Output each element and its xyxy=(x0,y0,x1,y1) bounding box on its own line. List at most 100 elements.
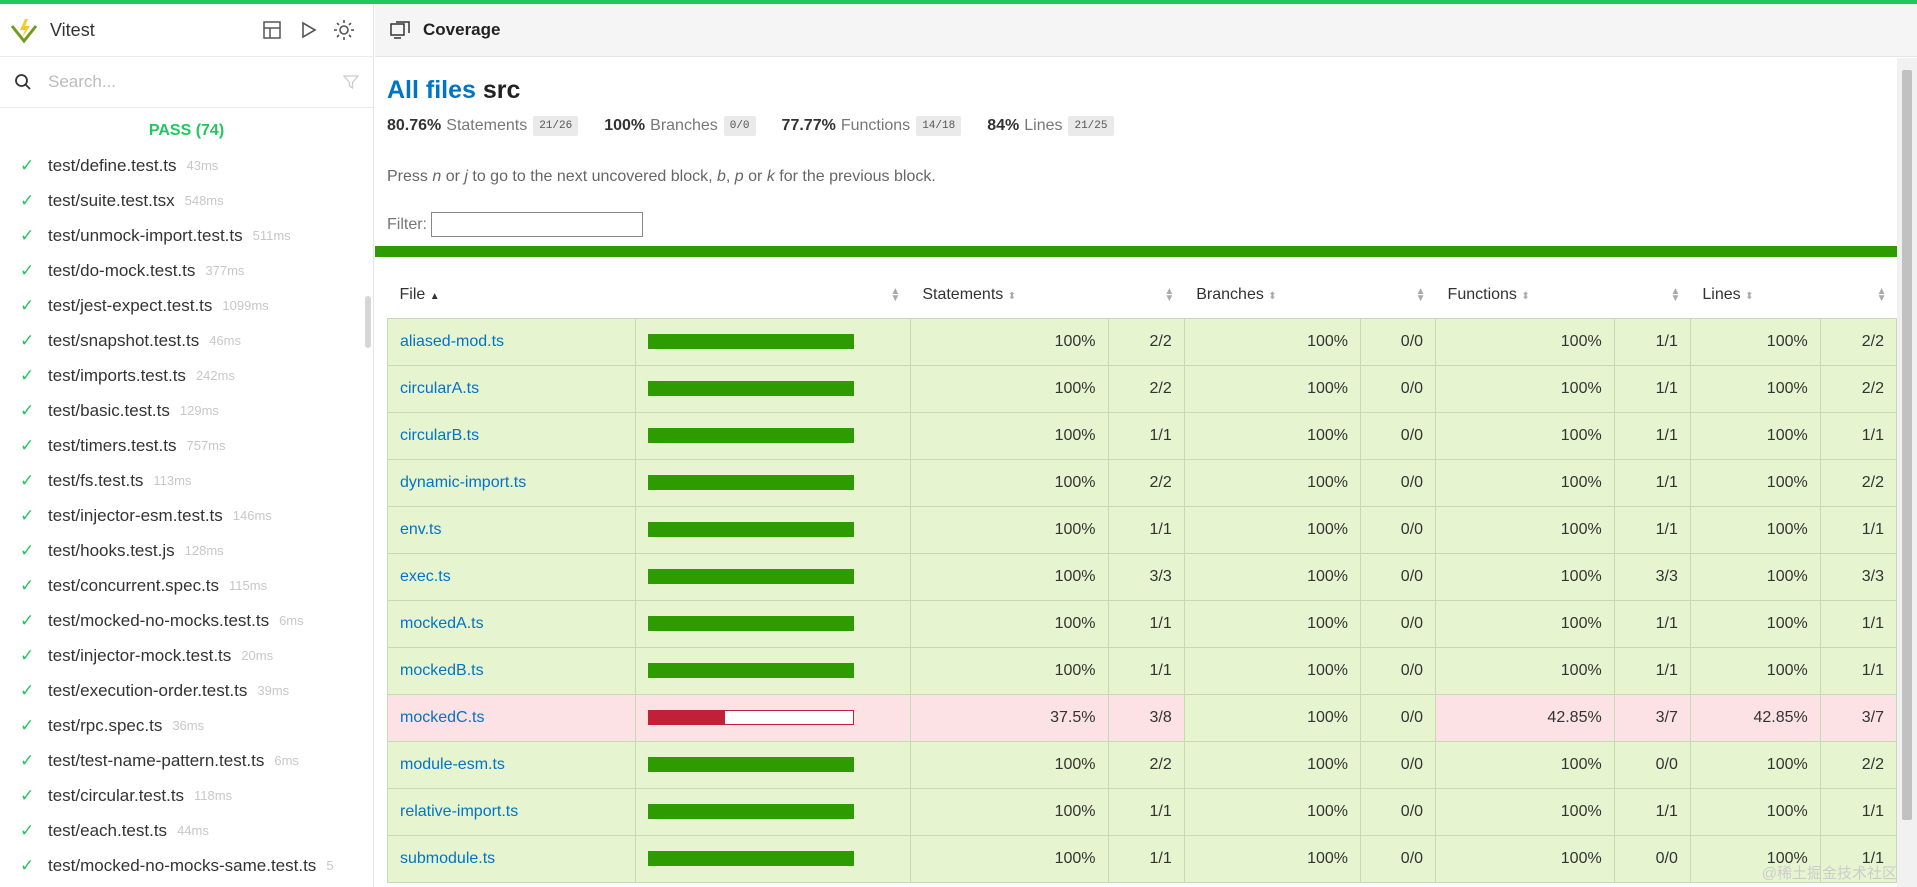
pass-check-icon: ✓ xyxy=(20,470,35,490)
coverage-icon[interactable] xyxy=(261,19,283,41)
test-item[interactable]: ✓ test/timers.test.ts 757ms xyxy=(0,428,373,463)
test-item[interactable]: ✓ test/suite.test.tsx 548ms xyxy=(0,183,373,218)
test-item[interactable]: ✓ test/circular.test.ts 118ms xyxy=(0,778,373,813)
pass-check-icon: ✓ xyxy=(20,610,35,630)
test-name: test/define.test.ts xyxy=(48,155,177,175)
test-item[interactable]: ✓ test/jest-expect.test.ts 1099ms xyxy=(0,288,373,323)
pass-summary: PASS (74) xyxy=(148,122,225,139)
col-bar[interactable]: ▲ ▼ xyxy=(890,286,901,304)
coverage-scrollbar[interactable] xyxy=(1897,58,1917,887)
test-item[interactable]: ✓ test/basic.test.ts 129ms xyxy=(0,393,373,428)
statements-frac: 1/1 xyxy=(1107,646,1185,695)
test-duration: 548ms xyxy=(184,193,224,208)
test-item[interactable]: ✓ test/injector-mock.test.ts 20ms xyxy=(0,638,373,673)
table-row: aliased-mod.ts 100% 2/2 100% 0/0 100% 1/1 100% 2… xyxy=(387,317,1898,366)
test-duration: 377ms xyxy=(205,263,245,278)
filter-input[interactable] xyxy=(431,212,643,237)
pass-check-icon: ✓ xyxy=(20,190,35,210)
file-cell: mockedC.ts xyxy=(387,693,636,742)
lines-pct: 100% xyxy=(1689,646,1821,695)
coverage-status-line xyxy=(375,246,1897,257)
test-item[interactable]: ✓ test/unmock-import.test.ts 511ms xyxy=(0,218,373,253)
test-name: test/circular.test.ts xyxy=(48,785,185,805)
file-link[interactable]: env.ts xyxy=(400,520,442,538)
file-cell: dynamic-import.ts xyxy=(387,458,636,507)
test-item[interactable]: ✓ test/rpc.spec.ts 36ms xyxy=(0,708,373,743)
summary-pct: 84% xyxy=(987,117,1020,134)
statements-pct: 100% xyxy=(909,505,1109,554)
test-duration: 46ms xyxy=(209,333,241,348)
col-functions[interactable]: Functions ⬍ xyxy=(1447,285,1530,303)
lines-pct: 100% xyxy=(1689,458,1821,507)
file-link[interactable]: aliased-mod.ts xyxy=(400,332,505,350)
file-link[interactable]: circularA.ts xyxy=(400,379,480,397)
file-link[interactable]: relative-import.ts xyxy=(400,802,519,820)
test-item[interactable]: ✓ test/snapshot.test.ts 46ms xyxy=(0,323,373,358)
test-item[interactable]: ✓ test/do-mock.test.ts 377ms xyxy=(0,253,373,288)
col-functions-frac[interactable]: ▲ ▼ xyxy=(1670,286,1681,304)
functions-frac: 1/1 xyxy=(1613,364,1691,413)
test-item[interactable]: ✓ test/injector-esm.test.ts 146ms xyxy=(0,498,373,533)
col-file[interactable]: File ▲ xyxy=(399,285,440,303)
file-link[interactable]: exec.ts xyxy=(400,567,451,585)
scrollbar-thumb[interactable] xyxy=(1902,70,1912,820)
statements-pct: 100% xyxy=(909,317,1109,366)
file-link[interactable]: submodule.ts xyxy=(400,849,496,867)
run-icon[interactable] xyxy=(297,19,319,41)
file-link[interactable]: mockedC.ts xyxy=(400,708,485,726)
statements-pct: 100% xyxy=(909,834,1109,883)
search-input[interactable] xyxy=(48,72,343,92)
file-link[interactable]: module-esm.ts xyxy=(400,755,505,773)
branches-pct: 100% xyxy=(1183,364,1362,413)
test-duration: 757ms xyxy=(186,438,226,453)
lines-frac: 1/1 xyxy=(1819,599,1898,648)
test-item[interactable]: ✓ test/concurrent.spec.ts 115ms xyxy=(0,568,373,603)
col-branches[interactable]: Branches ⬍ xyxy=(1196,285,1277,303)
test-item[interactable]: ✓ test/mocked-no-mocks.test.ts 6ms xyxy=(0,603,373,638)
test-duration: 115ms xyxy=(229,578,268,593)
lines-pct: 100% xyxy=(1689,599,1821,648)
summary-branches: 100% Branches 0/0 xyxy=(604,116,756,136)
sidebar-scrollbar[interactable] xyxy=(365,296,371,348)
filter-icon[interactable] xyxy=(343,74,359,90)
pass-check-icon: ✓ xyxy=(20,540,35,560)
col-statements[interactable]: Statements ⬍ xyxy=(922,285,1017,303)
file-cell: circularB.ts xyxy=(387,411,636,460)
theme-toggle-icon[interactable] xyxy=(333,19,355,41)
test-name: test/execution-order.test.ts xyxy=(48,680,248,700)
coverage-bar-fill xyxy=(648,805,853,818)
file-link[interactable]: dynamic-import.ts xyxy=(400,473,527,491)
test-duration: 44ms xyxy=(177,823,209,838)
summary-lines: 84% Lines 21/25 xyxy=(987,116,1114,136)
file-link[interactable]: circularB.ts xyxy=(400,426,480,444)
test-item[interactable]: ✓ test/define.test.ts 43ms xyxy=(0,148,373,183)
file-link[interactable]: mockedB.ts xyxy=(400,661,484,679)
branches-pct: 100% xyxy=(1183,458,1362,507)
all-files-link[interactable]: All files xyxy=(387,76,476,104)
test-item[interactable]: ✓ test/execution-order.test.ts 39ms xyxy=(0,673,373,708)
test-item[interactable]: ✓ test/each.test.ts 44ms xyxy=(0,813,373,848)
branches-pct: 100% xyxy=(1183,693,1362,742)
test-item[interactable]: ✓ test/mocked-no-mocks-same.test.ts 5 xyxy=(0,848,373,883)
col-lines-frac[interactable]: ▲ ▼ xyxy=(1876,286,1887,304)
statements-pct: 100% xyxy=(909,599,1109,648)
test-item[interactable]: ✓ test/fs.test.ts 113ms xyxy=(0,463,373,498)
col-branches-frac[interactable]: ▲ ▼ xyxy=(1415,286,1426,304)
col-lines[interactable]: Lines ⬍ xyxy=(1702,285,1754,303)
test-item[interactable]: ✓ test/hooks.test.js 128ms xyxy=(0,533,373,568)
coverage-bar xyxy=(647,569,854,584)
coverage-bar-cell xyxy=(634,646,911,695)
file-link[interactable]: mockedA.ts xyxy=(400,614,484,632)
table-row: submodule.ts 100% 1/1 100% 0/0 100% 0/0 100% 1/1 xyxy=(387,834,1898,883)
statements-pct: 100% xyxy=(909,740,1109,789)
test-duration: 43ms xyxy=(186,158,219,173)
statements-frac: 1/1 xyxy=(1107,834,1185,883)
pass-check-icon: ✓ xyxy=(20,820,35,840)
test-item[interactable]: ✓ test/test-name-pattern.test.ts 6ms xyxy=(0,743,373,778)
test-name: test/test-name-pattern.test.ts xyxy=(48,750,265,770)
summary-fraction: 21/26 xyxy=(533,116,579,136)
test-duration: 20ms xyxy=(241,648,274,663)
functions-pct: 100% xyxy=(1435,834,1615,883)
col-statements-frac[interactable]: ▲ ▼ xyxy=(1164,286,1175,304)
test-item[interactable]: ✓ test/imports.test.ts 242ms xyxy=(0,358,373,393)
